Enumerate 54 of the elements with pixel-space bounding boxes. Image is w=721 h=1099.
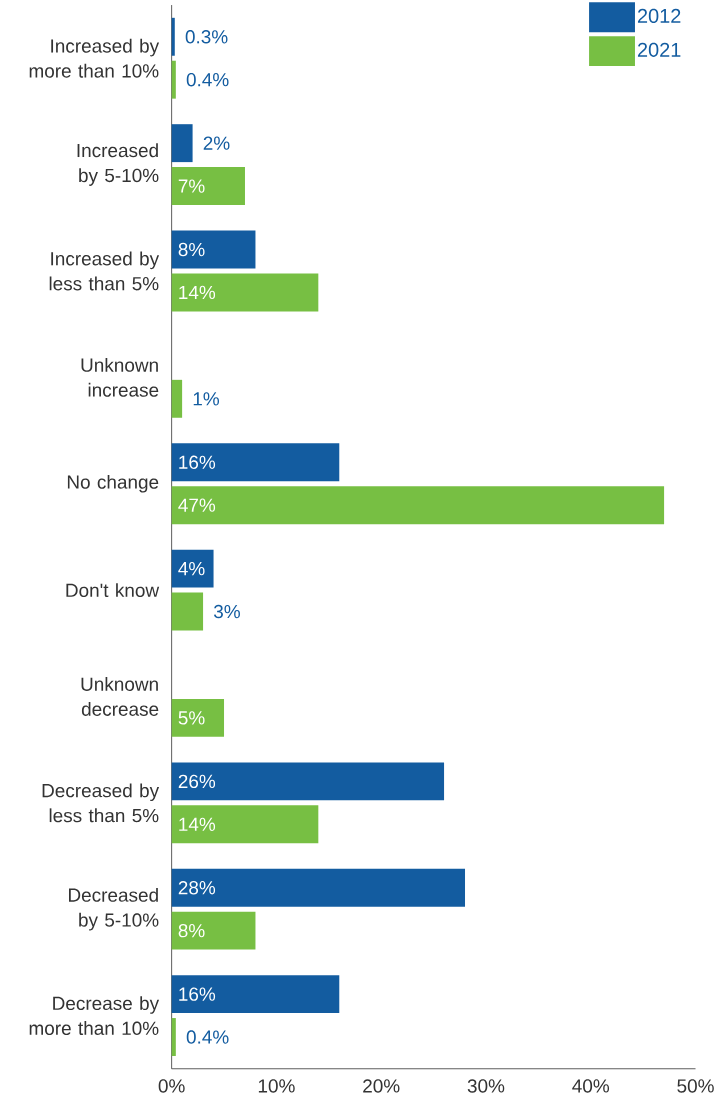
y-tick-label: Don't know (66, 583, 160, 598)
y-tick-label: Decreased by 5-10% (69, 887, 159, 931)
x-tick-label: 20% (363, 1079, 400, 1093)
data-label: 28% (178, 881, 216, 895)
bar (171, 911, 256, 950)
x-tick-label: 10% (258, 1079, 295, 1093)
bar (171, 1018, 176, 1056)
data-label: 5% (178, 711, 205, 725)
y-tick-label: No change (68, 474, 159, 493)
bar (171, 868, 466, 907)
legend-label: 2021 (638, 42, 681, 57)
bar (171, 379, 183, 418)
x-tick-label: 30% (467, 1079, 505, 1093)
bar (171, 486, 665, 525)
y-tick-label: Increased by 5-10% (77, 143, 159, 186)
y-tick-label: Increased by less than 5% (49, 251, 160, 291)
bar (171, 443, 340, 482)
data-label: 0.4% (186, 72, 229, 87)
data-label: 14% (179, 817, 216, 831)
x-tick-label: 0% (158, 1079, 185, 1093)
bar (171, 975, 340, 1014)
y-tick-label: Decrease by more than 10% (29, 996, 160, 1036)
x-tick-label: 40% (572, 1079, 610, 1093)
data-label: 2% (203, 136, 230, 150)
data-label: 8% (178, 242, 205, 257)
bar (171, 17, 175, 56)
data-label: 14% (179, 285, 216, 300)
data-label: 4% (178, 562, 205, 576)
legend-label: 2012 (638, 8, 681, 23)
bar (171, 592, 204, 631)
y-tick-label: Unknown increase (81, 357, 159, 397)
bar (171, 124, 193, 163)
bar (171, 805, 319, 844)
bar (171, 230, 256, 269)
data-label: 3% (214, 604, 241, 619)
data-label: 0.4% (186, 1030, 229, 1044)
y-tick-label: Increased by more than 10% (29, 38, 160, 78)
data-label: 16% (179, 455, 216, 469)
y-tick-label: Unknown decrease (81, 677, 159, 716)
bar (171, 273, 319, 312)
data-label: 7% (178, 179, 205, 193)
data-label: 16% (179, 987, 216, 1001)
bar (171, 698, 225, 737)
bar (171, 762, 445, 801)
bar (171, 60, 176, 99)
x-tick-label: 50% (677, 1079, 714, 1093)
bar (171, 549, 214, 588)
data-label: 26% (178, 774, 216, 789)
data-label: 8% (178, 923, 205, 938)
y-tick-label: Decreased by less than 5% (42, 783, 160, 823)
data-label: 0.3% (185, 30, 228, 44)
data-label: 1% (193, 392, 220, 406)
data-label: 47% (178, 498, 216, 512)
bar (171, 167, 246, 206)
